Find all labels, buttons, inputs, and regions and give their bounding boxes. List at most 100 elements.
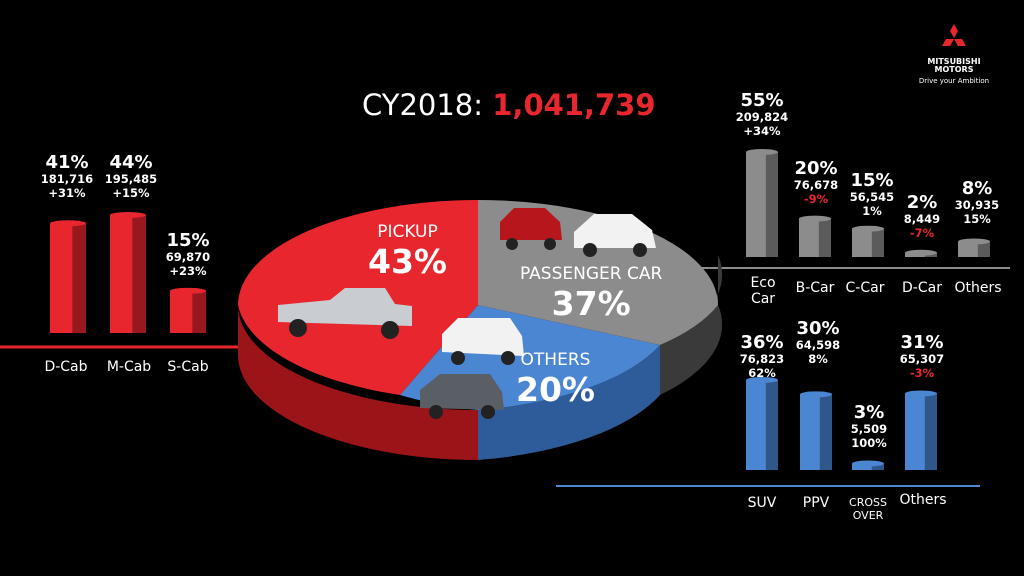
pickup-truck-icon xyxy=(278,288,412,339)
pie-label-passenger: PASSENGER CAR 37% xyxy=(520,264,662,323)
share-label: 55% xyxy=(740,90,784,111)
pie-label-name: PASSENGER CAR xyxy=(520,264,663,284)
bar-others xyxy=(958,238,990,257)
share-label: 8% xyxy=(961,178,993,199)
share-label: 3% xyxy=(853,402,885,423)
category-b-car: B-Car xyxy=(795,280,835,296)
value-label: 30,935 xyxy=(954,198,1000,213)
category-m-cab: M-Cab xyxy=(106,359,152,375)
value-label: 195,485 xyxy=(104,172,158,187)
headline-label: CY2018: xyxy=(362,88,484,122)
three-diamonds-icon xyxy=(942,24,966,46)
brand-line-1: MITSUBISHI xyxy=(927,57,981,66)
bar-d-cab xyxy=(50,220,86,333)
headline: CY2018: 1,041,739 xyxy=(362,88,656,122)
share-label: 30% xyxy=(796,318,840,339)
change-label: 100% xyxy=(851,435,887,450)
bar-c-car xyxy=(852,225,884,257)
change-label: 62% xyxy=(748,365,776,380)
hatchback-icon xyxy=(500,208,562,250)
change-label: 1% xyxy=(862,203,882,218)
bar-b-car xyxy=(799,215,831,257)
bar-ppv xyxy=(800,391,832,470)
category-crossover: CROSS OVER xyxy=(849,496,887,522)
headline-total: 1,041,739 xyxy=(492,88,656,122)
brand-line-2: MOTORS xyxy=(934,65,974,75)
mpv-icon xyxy=(420,374,504,419)
category-others-pc: Others xyxy=(954,280,1002,296)
share-label: 15% xyxy=(850,170,894,191)
share-label: 31% xyxy=(900,332,944,353)
pie-side-pickup xyxy=(238,305,478,460)
category-d-car: D-Car xyxy=(902,280,942,296)
bar-label-b-car: 20% 76,678 -9% xyxy=(774,158,858,206)
bar-label-eco-car: 55% 209,824 +34% xyxy=(720,90,804,138)
pie-label-pickup: PICKUP 43% xyxy=(368,222,447,281)
pickup-bars xyxy=(50,212,206,333)
category-eco-car: Eco Car xyxy=(750,275,776,308)
bar-s-cab xyxy=(170,287,206,333)
change-label: +34% xyxy=(743,123,781,138)
change-label: 8% xyxy=(808,351,828,366)
value-label: 65,307 xyxy=(899,352,945,367)
pie-label-value: 43% xyxy=(368,242,447,281)
bar-label-d-car: 2% 8,449 -7% xyxy=(880,192,964,240)
change-label: +15% xyxy=(112,185,150,200)
category-ppv: PPV xyxy=(802,495,830,511)
value-label: 76,823 xyxy=(739,352,785,367)
share-label: 20% xyxy=(794,158,838,179)
bar-label-others-pc: 8% 30,935 15% xyxy=(935,178,1019,226)
pie-label-name: PICKUP xyxy=(377,222,438,242)
pie-side-others xyxy=(478,345,660,460)
bar-cross-over xyxy=(852,460,884,470)
pie-3d xyxy=(238,200,723,460)
change-label: +31% xyxy=(48,185,86,200)
value-label: 209,824 xyxy=(735,110,789,125)
category-suv: SUV xyxy=(747,495,777,511)
bar-label-s-cab: 15% 69,870 +23% xyxy=(146,230,230,278)
change-label: -3% xyxy=(909,365,935,380)
pie-label-value: 20% xyxy=(516,370,595,409)
passenger-bars xyxy=(746,149,990,257)
bar-suv xyxy=(746,377,778,470)
share-label: 36% xyxy=(740,332,784,353)
change-label: +23% xyxy=(169,263,207,278)
sedan-icon xyxy=(574,214,656,257)
suv-icon xyxy=(442,318,524,365)
brand-tagline: Drive your Ambition xyxy=(918,76,990,85)
bar-label-m-cab: 44% 195,485 +15% xyxy=(89,152,173,200)
category-c-car: C-Car xyxy=(845,280,885,296)
bar-others xyxy=(905,390,937,470)
share-label: 15% xyxy=(166,230,210,251)
value-label: 56,545 xyxy=(849,190,895,205)
pie-side-passenger xyxy=(660,255,723,395)
bar-eco-car xyxy=(746,149,778,257)
pie-label-others: OTHERS 20% xyxy=(516,350,595,409)
value-label: 8,449 xyxy=(903,212,941,227)
value-label: 76,678 xyxy=(793,178,839,193)
category-s-cab: S-Cab xyxy=(167,359,209,375)
bar-label-suv: 36% 76,823 62% xyxy=(720,332,804,380)
share-label: 44% xyxy=(109,152,153,173)
bar-label-others-ot: 31% 65,307 -3% xyxy=(880,332,964,380)
category-d-cab: D-Cab xyxy=(44,359,88,375)
change-label: -9% xyxy=(803,191,829,206)
value-label: 5,509 xyxy=(850,422,888,437)
bar-d-car xyxy=(905,249,937,257)
others-bars xyxy=(746,377,937,470)
share-label: 2% xyxy=(906,192,938,213)
bar-label-d-cab: 41% 181,716 +31% xyxy=(25,152,109,200)
mitsubishi-logo: MITSUBISHI MOTORS Drive your Ambition xyxy=(914,24,994,85)
bar-label-crossover: 3% 5,509 100% xyxy=(827,402,911,450)
bar-label-ppv: 30% 64,598 8% xyxy=(776,318,860,366)
pie-label-name: OTHERS xyxy=(520,350,591,370)
change-label: -7% xyxy=(909,225,935,240)
value-label: 181,716 xyxy=(40,172,94,187)
bar-label-c-car: 15% 56,545 1% xyxy=(830,170,914,218)
value-label: 64,598 xyxy=(795,338,841,353)
pie-label-value: 37% xyxy=(551,284,631,323)
value-label: 69,870 xyxy=(165,250,211,265)
change-label: 15% xyxy=(963,211,991,226)
share-label: 41% xyxy=(45,152,89,173)
